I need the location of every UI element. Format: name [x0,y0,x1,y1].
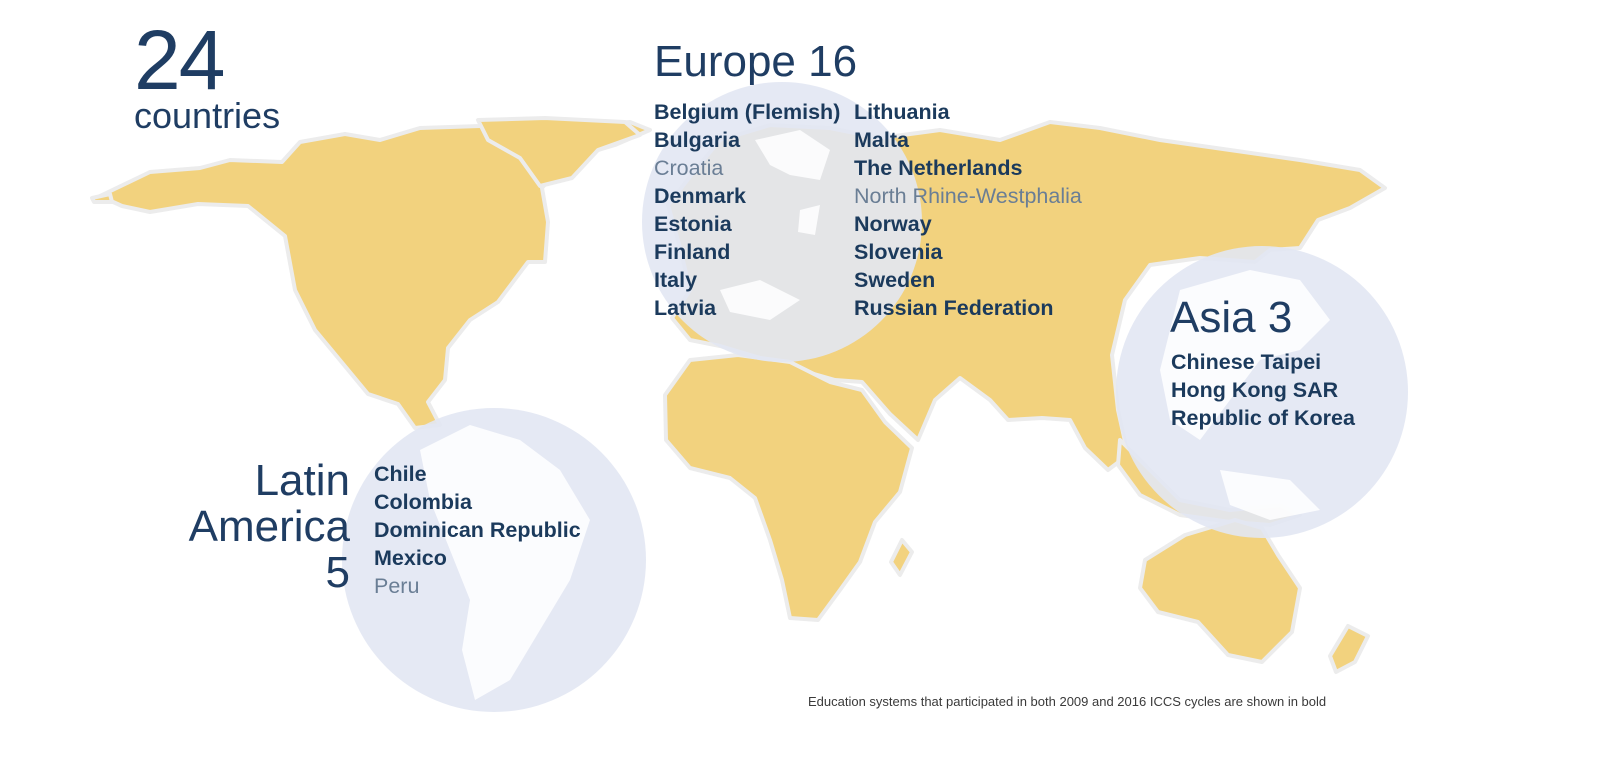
country-item: Peru [374,574,420,598]
total-countries: 24 countries [134,18,280,134]
country-item: Malta [854,128,909,152]
europe-globe-land-detail [720,130,830,320]
total-countries-number: 24 [134,13,225,107]
country-item: Dominican Republic [374,518,581,542]
country-item: Mexico [374,546,447,570]
country-item: Slovenia [854,240,943,264]
latin-america-title-line-3: 5 [325,548,350,597]
asia-globe-land-detail [1160,270,1330,520]
country-item: Lithuania [854,100,950,124]
country-item: The Netherlands [854,156,1023,180]
alaska-tip-landmass [90,192,114,204]
country-item: Estonia [654,212,732,236]
south-america-globe-land-detail [420,425,590,700]
new-zealand-landmass [1328,624,1370,674]
africa-landmass [663,353,914,622]
country-item: Russian Federation [854,296,1054,320]
country-item: Chile [374,462,427,486]
latin-america-country-list: Chile Colombia Dominican Republic Mexico Per… [374,460,581,600]
europe-country-list-column-1: Belgium (Flemish) Bulgaria Croatia Denmark E… [654,98,840,322]
australia-landmass [1138,518,1302,664]
country-item: Croatia [654,156,724,180]
europe-region-title: Europe 16 [654,37,858,86]
north-america-landmass [98,120,652,430]
country-item: Latvia [654,296,717,320]
country-item: Colombia [374,490,472,514]
footnote: Education systems that participated in b… [808,694,1327,709]
country-item: North Rhine-Westphalia [854,184,1082,208]
country-item: Denmark [654,184,747,208]
europe-globe-circle [642,82,922,362]
latin-america-region-title: Latin America 5 [150,458,350,596]
country-item: Bulgaria [654,128,741,152]
greenland-landmass [476,116,642,188]
total-countries-label: countries [134,95,281,136]
europe-country-list-column-2: Lithuania Malta The Netherlands North Rhine… [854,98,1082,322]
country-item: Republic of Korea [1171,406,1355,430]
country-item: Finland [654,240,731,264]
latin-america-title-line-2: America [188,502,350,551]
madagascar-landmass [889,538,914,577]
latin-america-title-line-1: Latin [254,456,350,505]
asia-region-title: Asia 3 [1170,293,1293,342]
country-item: Norway [854,212,932,236]
asia-country-list: Chinese Taipei Hong Kong SAR Republic of K… [1171,348,1355,432]
country-item: Belgium (Flemish) [654,100,841,124]
country-item: Sweden [854,268,936,292]
country-item: Italy [654,268,698,292]
country-item: Chinese Taipei [1171,350,1322,374]
country-item: Hong Kong SAR [1171,378,1339,402]
